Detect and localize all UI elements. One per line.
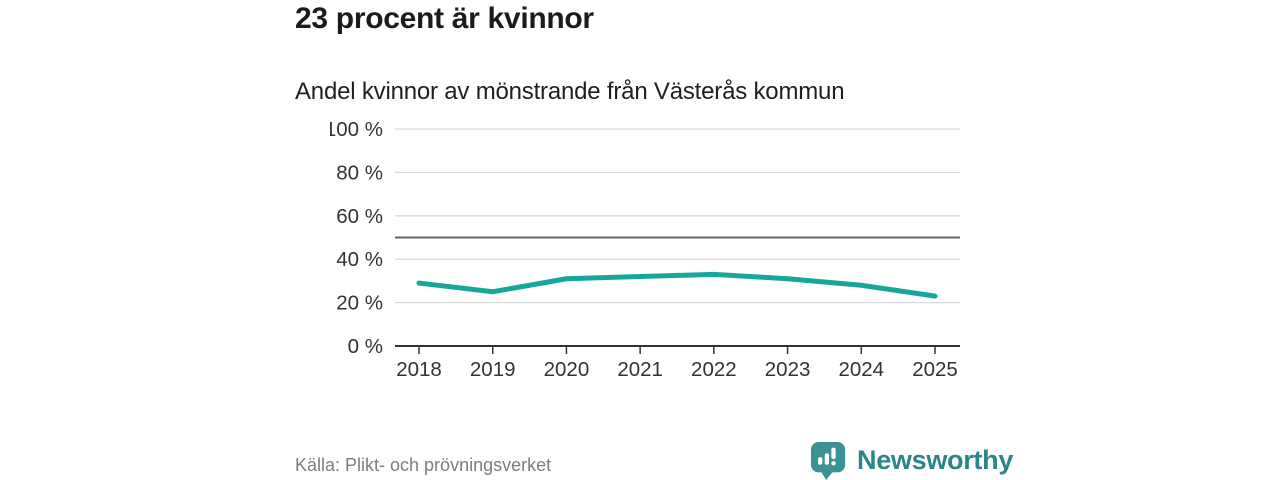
y-tick-label-100: 100 % xyxy=(330,118,383,141)
y-tick-label-0: 0 % xyxy=(348,335,383,358)
chart-title: 23 procent är kvinnor xyxy=(295,2,594,35)
x-tick-label-2019: 2019 xyxy=(470,358,516,381)
data-line-0 xyxy=(416,271,938,299)
source-caption: Källa: Plikt- och prövningsverket xyxy=(295,455,552,475)
y-tick-label-80: 80 % xyxy=(336,161,383,184)
bar-chart-speech-bubble-icon xyxy=(810,441,846,480)
x-tick-label-2018: 2018 xyxy=(396,358,442,381)
y-tick-label-40: 40 % xyxy=(336,248,383,271)
brand-name: Newsworthy xyxy=(857,445,1014,475)
x-tick-label-2022: 2022 xyxy=(691,358,737,381)
x-tick-label-2025: 2025 xyxy=(912,358,958,381)
y-tick-label-60: 60 % xyxy=(336,205,383,228)
x-tick-label-2023: 2023 xyxy=(765,358,811,381)
x-tick-label-2021: 2021 xyxy=(617,358,663,381)
chart-subtitle: Andel kvinnor av mönstrande från Västerå… xyxy=(295,78,845,105)
newsworthy-logo: Newsworthy xyxy=(810,441,1013,480)
x-tick-label-2024: 2024 xyxy=(838,358,884,381)
line-chart-svg: 0 % 20 % 40 % 60 % 80 % 100 % 2018 2019 2020 2021… xyxy=(325,118,960,381)
y-tick-label-20: 20 % xyxy=(336,292,383,315)
x-tick-label-2020: 2020 xyxy=(544,358,590,381)
line-chart: 0 % 20 % 40 % 60 % 80 % 100 % 2018 2019 2020 2021… xyxy=(325,113,975,388)
